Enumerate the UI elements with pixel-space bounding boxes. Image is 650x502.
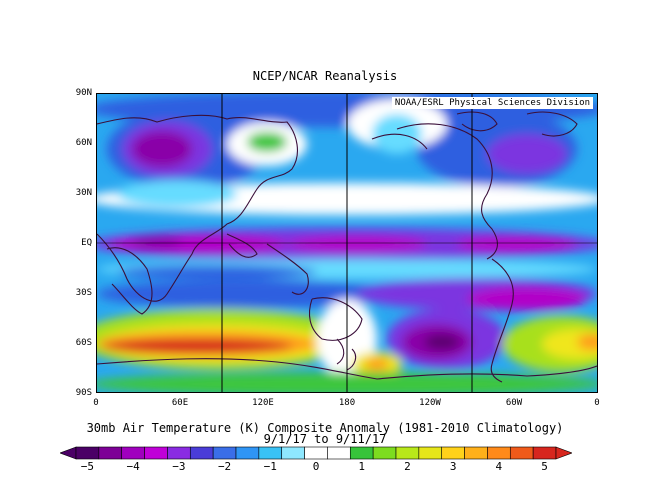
meridian-lines: [97, 94, 597, 392]
colorbar-tick-label: 1: [358, 460, 366, 473]
colorbar-tick-label: 4: [495, 460, 503, 473]
colorbar-swatch: [464, 446, 488, 460]
colorbar-swatch: [304, 446, 328, 460]
colorbar-swatch: [395, 446, 420, 460]
colorbar-swatch: [121, 446, 145, 460]
colorbar-swatch: [235, 446, 260, 460]
coastlines: [97, 111, 597, 383]
anomaly-region-neg3: [467, 287, 587, 311]
colorbar-swatch: [418, 446, 443, 460]
colorbar-swatch: [144, 446, 168, 460]
lon-label-120w: 120W: [419, 398, 441, 408]
colorbar-tick-label: −5: [80, 460, 95, 473]
anomaly-region-neg5: [424, 334, 460, 350]
colorbar-swatch: [75, 446, 100, 460]
colorbar-swatch: [258, 446, 283, 460]
colorbar-swatch: [532, 446, 557, 460]
colorbar-swatch: [372, 446, 397, 460]
lon-label-0-east: 0: [594, 398, 600, 408]
caption-variable: 30mb Air Temperature (K) Composite Anoma…: [86, 421, 564, 435]
colorbar-tick-label: −4: [126, 460, 140, 473]
colorbar-tick-label: 3: [449, 460, 457, 473]
lat-label-60n: 60N: [75, 138, 92, 148]
colorbar-swatch: [212, 446, 237, 460]
lon-label-60e: 60E: [171, 398, 189, 408]
lon-label-0: 0: [93, 398, 99, 408]
colorbar-swatch: [327, 446, 351, 460]
anomaly-region-pos5: [102, 339, 292, 353]
colorbar-swatch: [441, 446, 465, 460]
anomaly-region-neg3: [457, 236, 577, 252]
lat-label-eq: EQ: [81, 238, 92, 248]
anomaly-region-neg05: [117, 180, 237, 208]
colorbar: [60, 446, 572, 460]
credit-label: NOAA/ESRL Physical Sciences Division: [391, 97, 593, 109]
colorbar-swatch: [189, 446, 214, 460]
lat-label-60s: 60S: [75, 338, 92, 348]
anomaly-region-neg4: [132, 131, 192, 167]
anomaly-region-pos4: [365, 358, 389, 370]
colorbar-tick-label: 5: [541, 460, 548, 473]
colorbar-arrow-right: [555, 446, 572, 460]
lon-label-120e: 120E: [252, 398, 274, 408]
colorbar-tick-label: −3: [172, 460, 186, 473]
colorbar-swatch: [349, 446, 374, 460]
anomaly-region-pos4: [577, 334, 597, 350]
colorbar-tick-label: −2: [217, 460, 232, 473]
lat-label-30n: 30N: [75, 188, 92, 198]
colorbar-tick-label: −1: [263, 460, 277, 473]
colorbar-swatch: [509, 446, 534, 460]
anomaly-field: [97, 94, 597, 392]
anomaly-region-pos1: [247, 132, 287, 152]
colorbar-arrow-left: [60, 446, 77, 460]
anomaly-region-neg3: [287, 236, 427, 252]
colorbar-tick-label: 2: [404, 460, 411, 473]
anomaly-region-neg2: [487, 134, 567, 174]
lat-label-90n: 90N: [75, 88, 92, 98]
colorbar-swatch: [281, 446, 305, 460]
caption-dates: 9/1/17 to 9/11/17: [263, 432, 387, 446]
lon-label-60w: 60W: [505, 398, 523, 408]
anomaly-map: NOAA/ESRL Physical Sciences Division: [96, 93, 598, 393]
lon-label-180: 180: [338, 398, 356, 408]
colorbar-tick-label: 0: [312, 460, 320, 473]
lat-label-30s: 30S: [75, 288, 92, 298]
colorbar-swatch: [167, 446, 191, 460]
anomaly-region-neg4: [132, 236, 182, 248]
anomaly-region-neg1a: [117, 265, 317, 279]
colorbar-swatch: [487, 446, 511, 460]
lat-label-90s: 90S: [75, 388, 92, 398]
map-title: NCEP/NCAR Reanalysis: [252, 69, 398, 83]
colorbar-swatch: [98, 446, 123, 460]
